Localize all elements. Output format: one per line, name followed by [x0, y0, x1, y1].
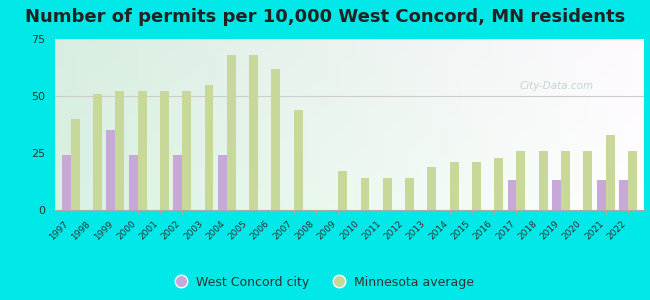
Bar: [508, 180, 517, 210]
Bar: [472, 162, 481, 210]
Bar: [62, 155, 71, 210]
Bar: [383, 178, 392, 210]
Bar: [272, 69, 280, 210]
Bar: [427, 167, 436, 210]
Legend: West Concord city, Minnesota average: West Concord city, Minnesota average: [171, 271, 479, 294]
Bar: [597, 180, 606, 210]
Bar: [160, 92, 169, 210]
Bar: [361, 178, 369, 210]
Bar: [116, 92, 124, 210]
Bar: [338, 171, 347, 210]
Bar: [405, 178, 414, 210]
Bar: [174, 155, 182, 210]
Bar: [628, 151, 637, 210]
Bar: [71, 119, 80, 210]
Bar: [619, 180, 628, 210]
Bar: [517, 151, 525, 210]
Text: City-Data.com: City-Data.com: [520, 81, 594, 91]
Bar: [205, 85, 213, 210]
Bar: [494, 158, 503, 210]
Bar: [294, 110, 303, 210]
Text: Number of permits per 10,000 West Concord, MN residents: Number of permits per 10,000 West Concor…: [25, 8, 625, 26]
Bar: [583, 151, 592, 210]
Bar: [450, 162, 458, 210]
Bar: [218, 155, 227, 210]
Bar: [552, 180, 561, 210]
Bar: [249, 55, 258, 210]
Bar: [182, 92, 191, 210]
Bar: [93, 94, 102, 210]
Bar: [107, 130, 116, 210]
Bar: [138, 92, 147, 210]
Bar: [606, 135, 614, 210]
Bar: [539, 151, 548, 210]
Bar: [561, 151, 570, 210]
Bar: [129, 155, 138, 210]
Bar: [227, 55, 236, 210]
